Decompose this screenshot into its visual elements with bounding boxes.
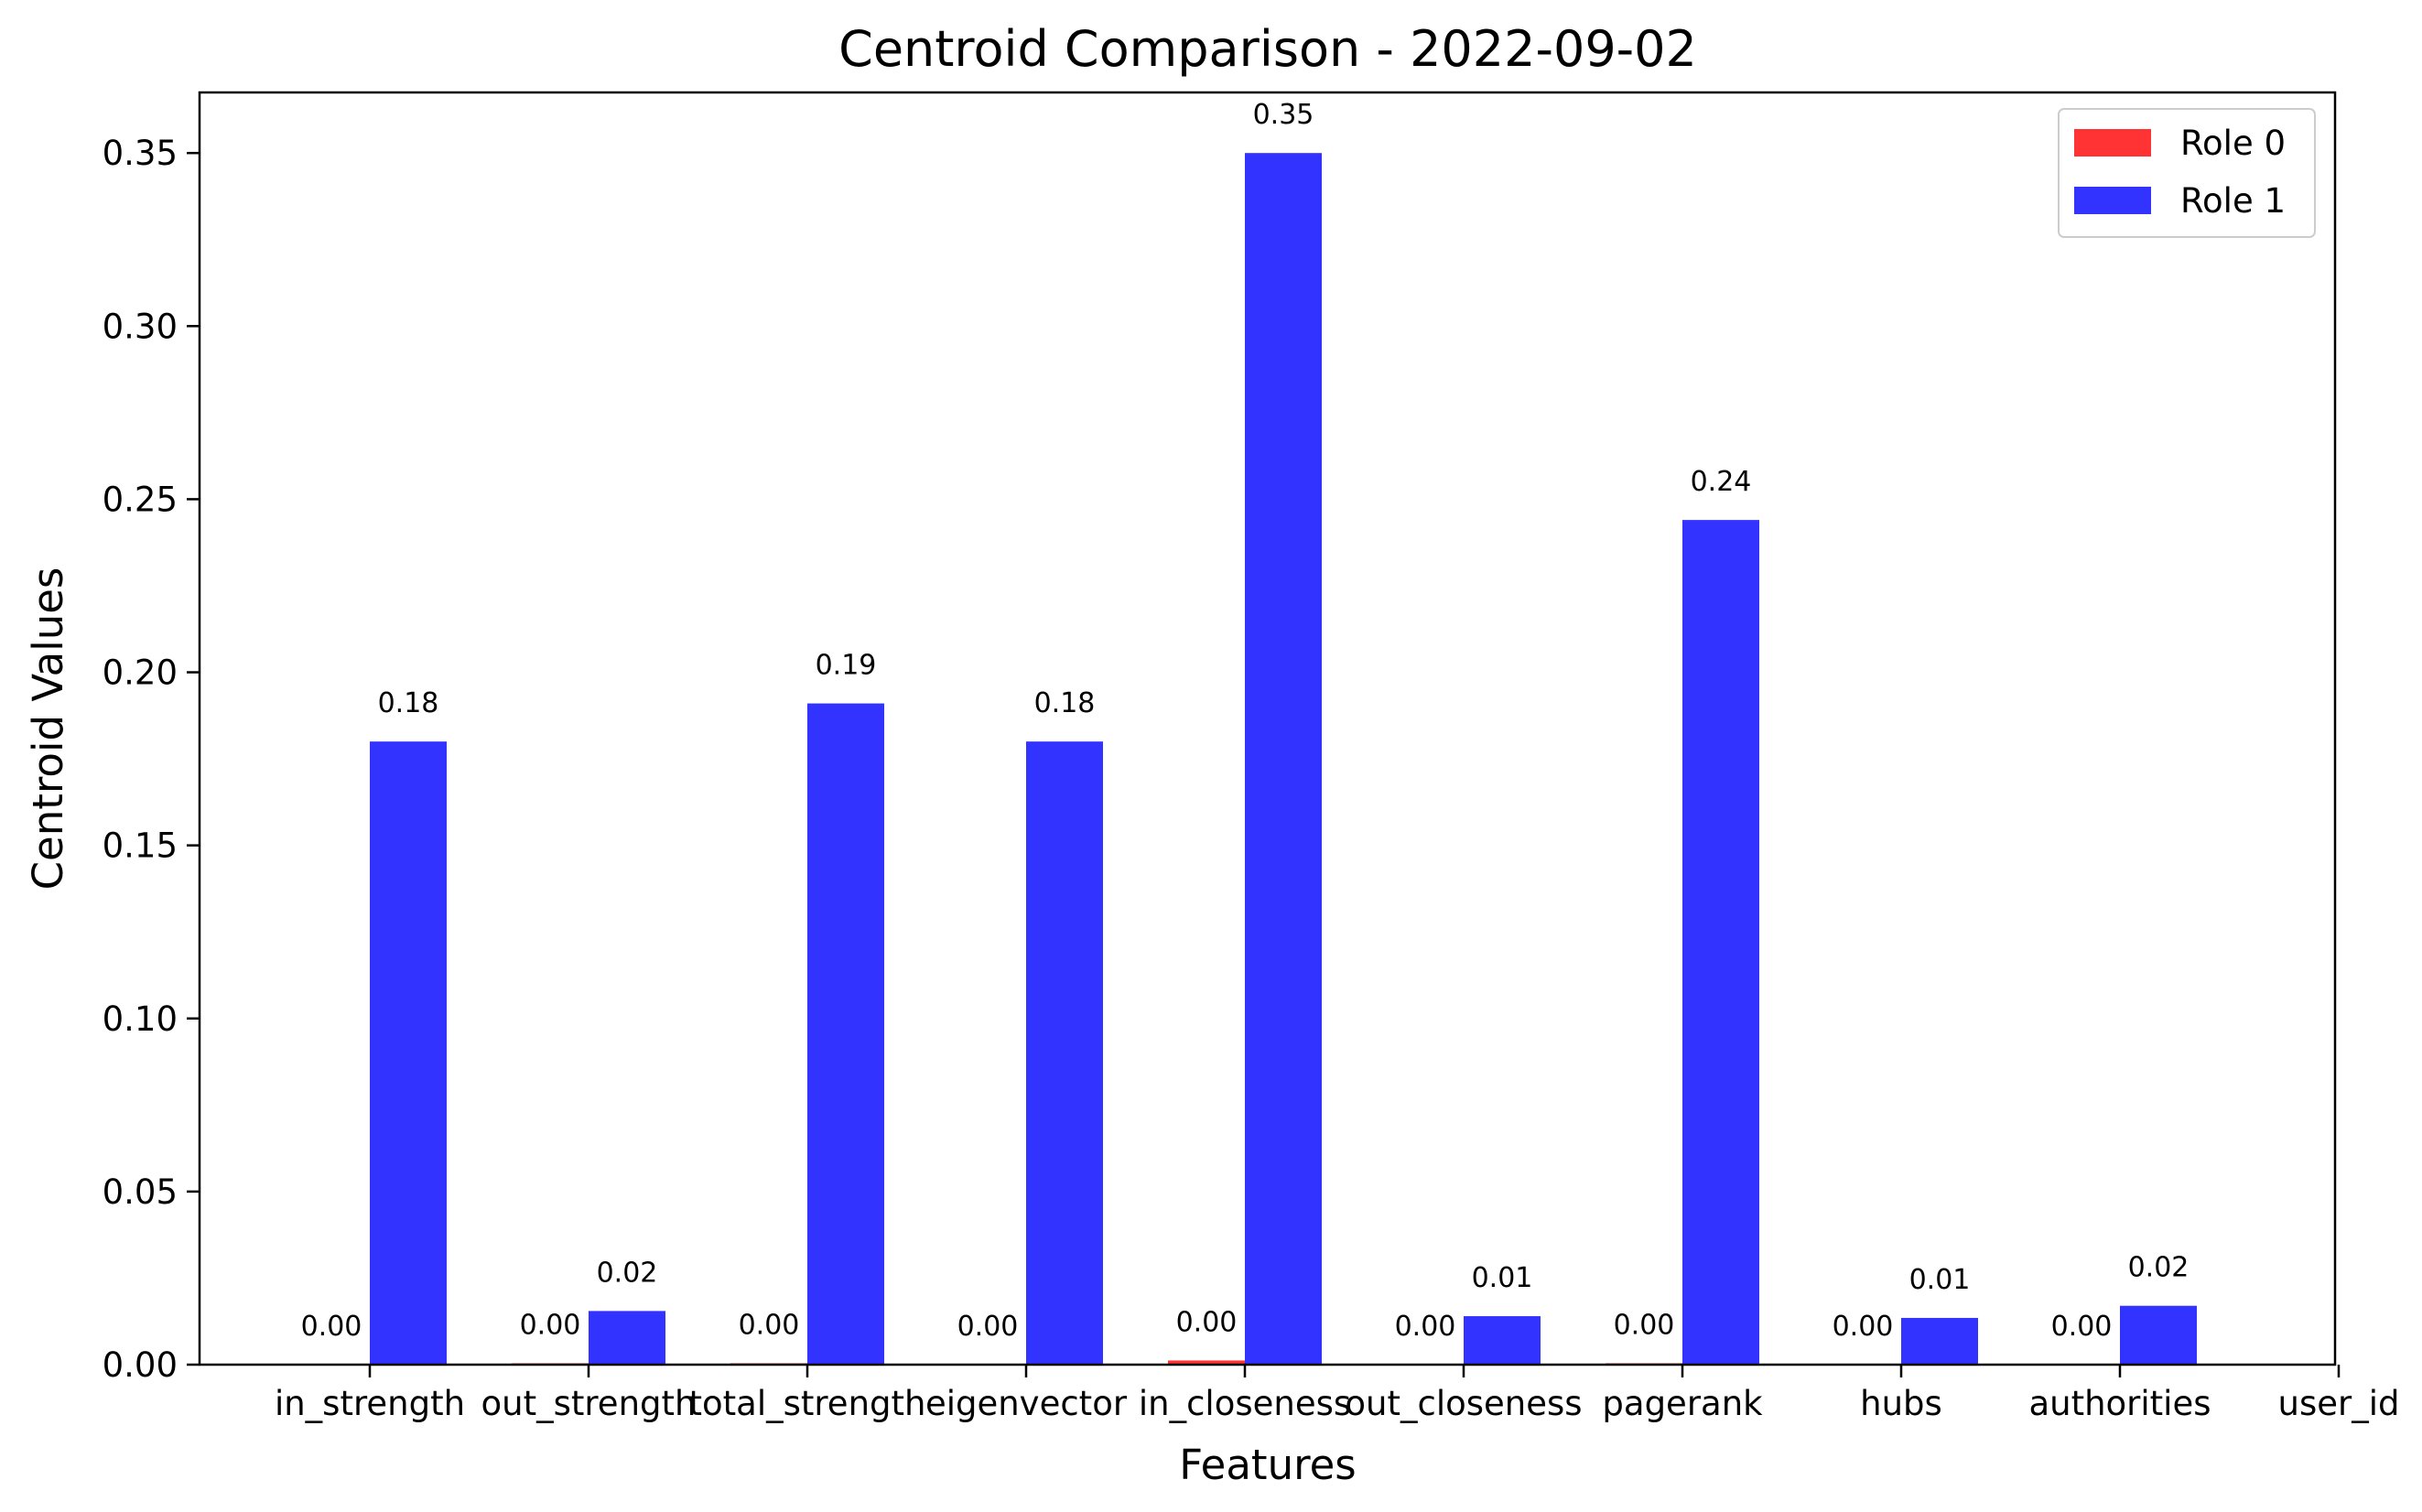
x-tick-label-total-strength: total_strength [689, 1384, 926, 1423]
legend-swatch-role-0 [2074, 129, 2151, 157]
bar-role-1-total-strength [807, 703, 884, 1365]
data-label-role-0-hubs: 0.00 [1833, 1311, 1894, 1343]
x-tick-label-user-id: user_id [2278, 1384, 2400, 1423]
x-tick-label-out-closeness: out_closeness [1345, 1384, 1582, 1423]
x-tick-label-eigenvector: eigenvector [925, 1384, 1128, 1423]
bar-role-1-authorities [2120, 1305, 2197, 1365]
bar-role-1-out-strength [589, 1311, 665, 1365]
x-tick-label-in-closeness: in_closeness [1139, 1384, 1351, 1423]
bar-role-0-in-closeness [1168, 1360, 1245, 1365]
x-tick-label-out-strength: out_strength [481, 1384, 697, 1423]
data-label-role-1-total-strength: 0.19 [816, 650, 877, 682]
bar-role-1-eigenvector [1026, 741, 1103, 1365]
data-label-role-0-out-strength: 0.00 [520, 1309, 581, 1341]
x-tick-label-in-strength: in_strength [275, 1384, 465, 1423]
legend: Role 0 Role 1 [2058, 108, 2316, 238]
legend-label-role-0: Role 0 [2180, 124, 2286, 163]
y-axis: 0.00 0.05 0.10 0.15 0.20 0.25 0.30 0.35 [103, 134, 200, 1385]
x-tick-label-pagerank: pagerank [1602, 1384, 1763, 1423]
y-tick-label: 0.10 [103, 999, 178, 1039]
y-tick-label: 0.15 [103, 826, 178, 866]
bar-role-1-hubs [1901, 1317, 1978, 1365]
x-tick-label-authorities: authorities [2028, 1384, 2211, 1423]
y-tick-label: 0.30 [103, 307, 178, 346]
legend-label-role-1: Role 1 [2180, 181, 2286, 221]
y-tick-label: 0.00 [103, 1345, 178, 1385]
y-tick-label: 0.05 [103, 1172, 178, 1212]
data-label-role-1-out-closeness: 0.01 [1472, 1262, 1533, 1294]
bar-role-1-out-closeness [1464, 1316, 1541, 1365]
data-label-role-0-eigenvector: 0.00 [957, 1311, 1019, 1343]
y-tick-label: 0.25 [103, 480, 178, 519]
data-label-role-0-in-closeness: 0.00 [1176, 1306, 1238, 1338]
y-tick-label: 0.35 [103, 134, 178, 173]
x-axis-label: Features [1179, 1441, 1357, 1489]
x-tick-label-hubs: hubs [1860, 1384, 1942, 1423]
data-label-role-1-authorities: 0.02 [2128, 1252, 2190, 1284]
plot-area: 0.00 0.18 0.00 0.02 0.00 0.19 0.00 0.18 0.00 0.35… [301, 99, 2197, 1366]
data-label-role-1-eigenvector: 0.18 [1034, 687, 1096, 719]
bar-role-1-in-closeness [1245, 153, 1322, 1366]
y-axis-label: Centroid Values [24, 567, 72, 891]
data-label-role-0-out-closeness: 0.00 [1395, 1311, 1456, 1343]
legend-swatch-role-1 [2074, 187, 2151, 214]
data-label-role-1-out-strength: 0.02 [597, 1257, 658, 1289]
data-label-role-1-pagerank: 0.24 [1691, 466, 1752, 498]
bar-role-1-pagerank [1682, 520, 1759, 1365]
data-label-role-0-total-strength: 0.00 [739, 1309, 800, 1341]
data-label-role-1-hubs: 0.01 [1909, 1264, 1971, 1296]
data-label-role-0-in-strength: 0.00 [301, 1311, 362, 1343]
data-label-role-0-pagerank: 0.00 [1614, 1309, 1675, 1341]
data-label-role-1-in-strength: 0.18 [378, 687, 439, 719]
plot-frame [198, 91, 2337, 1366]
data-label-role-1-in-closeness: 0.35 [1253, 99, 1314, 131]
bar-role-1-in-strength [370, 741, 447, 1365]
y-tick-label: 0.20 [103, 653, 178, 693]
chart-title: Centroid Comparison - 2022-09-02 [838, 20, 1697, 78]
data-label-role-0-authorities: 0.00 [2051, 1311, 2113, 1343]
